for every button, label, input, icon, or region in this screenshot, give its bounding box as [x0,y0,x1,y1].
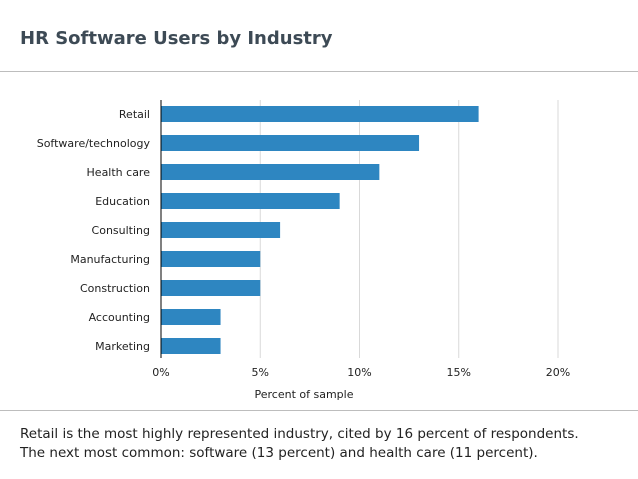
footer: Retail is the most highly represented in… [0,410,638,479]
category-label: Construction [80,282,150,295]
chart-bars [161,106,479,354]
category-label: Manufacturing [70,253,150,266]
bar [161,338,221,354]
tick-labels: 0% 5% 10% 15% 20% [152,366,570,379]
category-label: Software/technology [37,137,151,150]
caption-line-1: Retail is the most highly represented in… [20,426,579,442]
bar [161,164,380,180]
x-tick-label: 20% [546,366,570,379]
x-tick-label: 0% [152,366,169,379]
bar [161,106,479,122]
category-labels: Retail Software/technology Health care Educ… [37,108,151,353]
chart-title: HR Software Users by Industry [20,28,333,49]
bar [161,193,340,209]
category-label: Accounting [89,311,150,324]
bar [161,251,261,267]
category-label: Health care [87,166,151,179]
x-axis-label: Percent of sample [255,388,354,401]
x-tick-label: 5% [252,366,269,379]
caption: Retail is the most highly represented in… [20,425,630,463]
bar [161,222,281,238]
x-tick-label: 15% [447,366,471,379]
category-label: Retail [119,108,150,121]
bar [161,280,261,296]
bar [161,309,221,325]
category-label: Education [95,195,150,208]
header: HR Software Users by Industry [0,0,638,72]
caption-line-2: The next most common: software (13 perce… [20,445,538,461]
bar [161,135,420,151]
x-tick-label: 10% [347,366,371,379]
category-label: Marketing [95,340,150,353]
category-label: Consulting [92,224,150,237]
